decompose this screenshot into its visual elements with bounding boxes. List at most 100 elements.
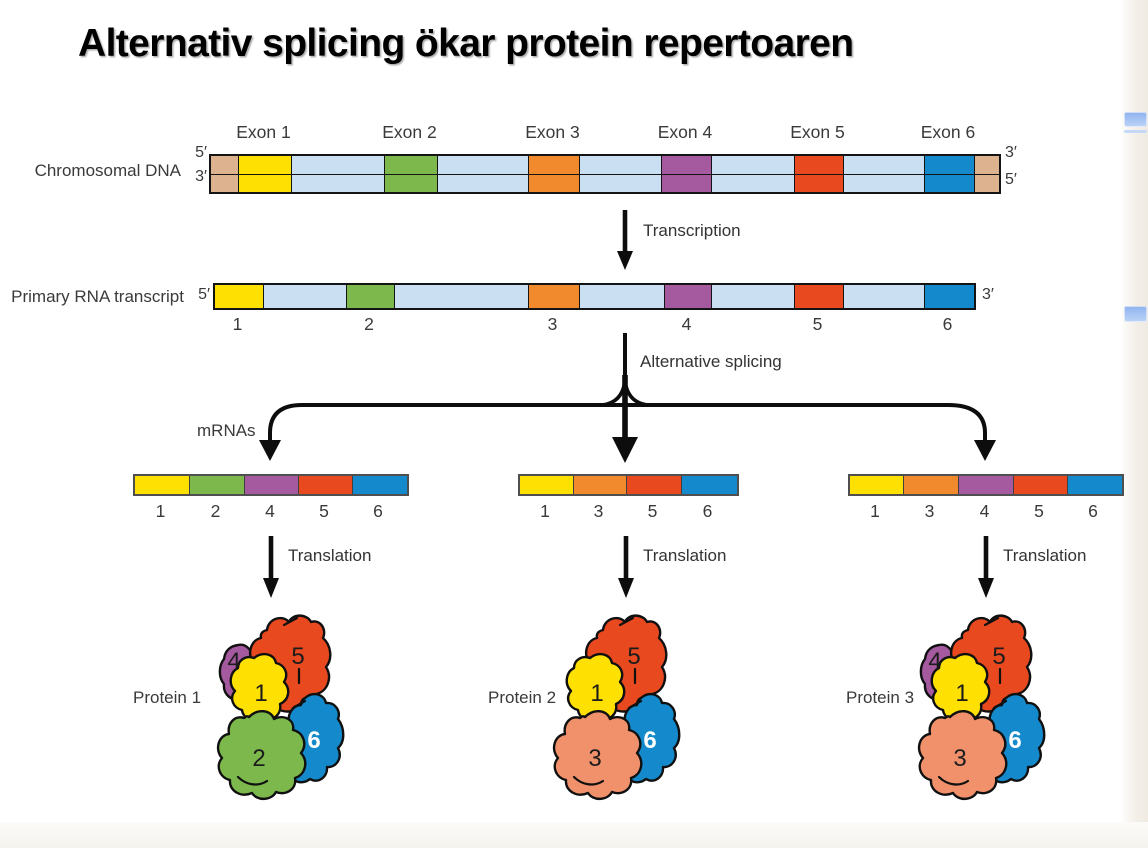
mrna-segment [959, 476, 1014, 494]
splicing-branch-arrows [259, 333, 996, 463]
rna-segment [580, 285, 665, 308]
rna-segment [347, 285, 395, 308]
exon-label: Exon 4 [657, 122, 713, 142]
protein-domain-blob [917, 710, 1008, 801]
mrna-exon-number: 2 [210, 501, 221, 521]
exon-label: Exon 6 [920, 122, 976, 142]
rna-segment [795, 285, 844, 308]
mrna-exon-number: 5 [1034, 501, 1044, 521]
domain-crease [992, 699, 1008, 710]
rna-exon-number: 4 [681, 314, 692, 334]
dna-left-5prime-label: 5′ [195, 144, 207, 161]
rna-segment [844, 285, 925, 308]
protein-structure: 4 51 6 2 [216, 614, 345, 801]
domain-crease [572, 775, 605, 786]
rna-segment [264, 285, 347, 308]
translation-arrow-icon [618, 536, 634, 598]
domain-number: 1 [590, 680, 603, 707]
protein-2-label: Protein 2 [488, 688, 557, 707]
mrna-exon-number: 5 [647, 501, 658, 521]
dna-right-3prime-label: 3′ [1005, 144, 1017, 161]
rna-exon-number: 3 [547, 314, 558, 334]
mrna-segment [904, 476, 959, 494]
chromosomal-dna-bar [209, 154, 1001, 194]
transcription-label: Transcription [643, 221, 741, 240]
rna-exon-number: 1 [232, 314, 243, 334]
domain-number: 6 [307, 727, 320, 754]
mrna-exon-number: 4 [265, 501, 275, 521]
mrna-exon-number: 3 [924, 501, 935, 521]
exon-label: Exon 1 [236, 122, 291, 142]
mrna-segment [299, 476, 353, 494]
mrna-segment [1068, 476, 1122, 494]
domain-number: 5 [291, 643, 304, 670]
domain-crease [282, 616, 299, 627]
translation-label: Translation [643, 546, 727, 565]
mrna-exon-number: 4 [979, 501, 990, 521]
domain-crease [937, 775, 970, 786]
rna-exon-number: 6 [942, 314, 953, 334]
bottom-edge-band [0, 822, 1148, 848]
mrna-segment [135, 476, 190, 494]
domain-number: 3 [588, 745, 601, 772]
mrna-bar [518, 474, 739, 496]
domain-number: 6 [643, 727, 656, 754]
slide-title: Alternativ splicing ökar protein reperto… [78, 22, 854, 65]
mrna-exon-number: 6 [702, 501, 713, 521]
mrna-exon-number: 6 [373, 501, 383, 521]
mrna-bar [848, 474, 1124, 496]
dna-right-5prime-label: 5′ [1005, 171, 1017, 188]
protein-structure: 51 6 3 [552, 614, 681, 801]
mrna-segment [682, 476, 737, 494]
protein-3-label: Protein 3 [846, 688, 915, 707]
rna-segment [395, 285, 529, 308]
transcription-arrow-icon [617, 210, 633, 270]
mrna-segment [850, 476, 904, 494]
domain-number: 5 [992, 643, 1005, 670]
domain-number: 2 [252, 745, 265, 772]
exon-label: Exon 2 [382, 122, 437, 142]
chromosomal-dna-label: Chromosomal DNA [34, 161, 181, 180]
mrna-segment [190, 476, 245, 494]
mrna-segment [574, 476, 627, 494]
protein-structure: 4 51 6 3 [917, 614, 1046, 801]
translation-arrow-icon [263, 536, 279, 598]
rna-exon-number: 5 [812, 314, 823, 334]
mrna-exon-number: 6 [1088, 501, 1098, 521]
mrna-segment [245, 476, 299, 494]
alternative-splicing-label: Alternative splicing [640, 352, 782, 371]
primary-rna-bar [213, 283, 976, 310]
dna-left-3prime-label: 3′ [195, 168, 207, 185]
mrna-exon-number: 1 [540, 501, 550, 521]
mrna-exon-number: 3 [593, 501, 604, 521]
protein-1-label: Protein 1 [133, 688, 202, 707]
edge-panel-marker-icon[interactable] [1124, 112, 1147, 127]
mrna-segment [1014, 476, 1068, 494]
domain-crease [627, 699, 643, 710]
rna-segment [215, 285, 264, 308]
translation-arrow-icon [978, 536, 994, 598]
rna-exon-number: 2 [364, 314, 374, 334]
domain-crease [618, 616, 635, 627]
rna-segment [665, 285, 712, 308]
rna-segment [712, 285, 795, 308]
rna-segment [925, 285, 974, 308]
mrna-exon-number: 1 [155, 501, 166, 521]
mrna-bar [133, 474, 409, 496]
rna-5prime-label: 5′ [198, 286, 210, 303]
mrna-segment [520, 476, 574, 494]
rna-3prime-label: 3′ [982, 286, 994, 303]
mrna-exon-number: 1 [870, 501, 880, 521]
domain-crease [236, 775, 269, 786]
edge-panel-marker-icon[interactable] [1124, 306, 1147, 322]
exon-label: Exon 5 [790, 122, 845, 142]
edge-panel-marker-line [1124, 130, 1147, 133]
dna-strand-divider [211, 174, 999, 175]
domain-number: 4 [227, 648, 240, 675]
protein-domain-blob [216, 710, 307, 801]
exon-label: Exon 3 [525, 122, 580, 142]
rna-segment [529, 285, 580, 308]
mrna-segment [627, 476, 682, 494]
mrnas-label: mRNAs [197, 421, 256, 440]
